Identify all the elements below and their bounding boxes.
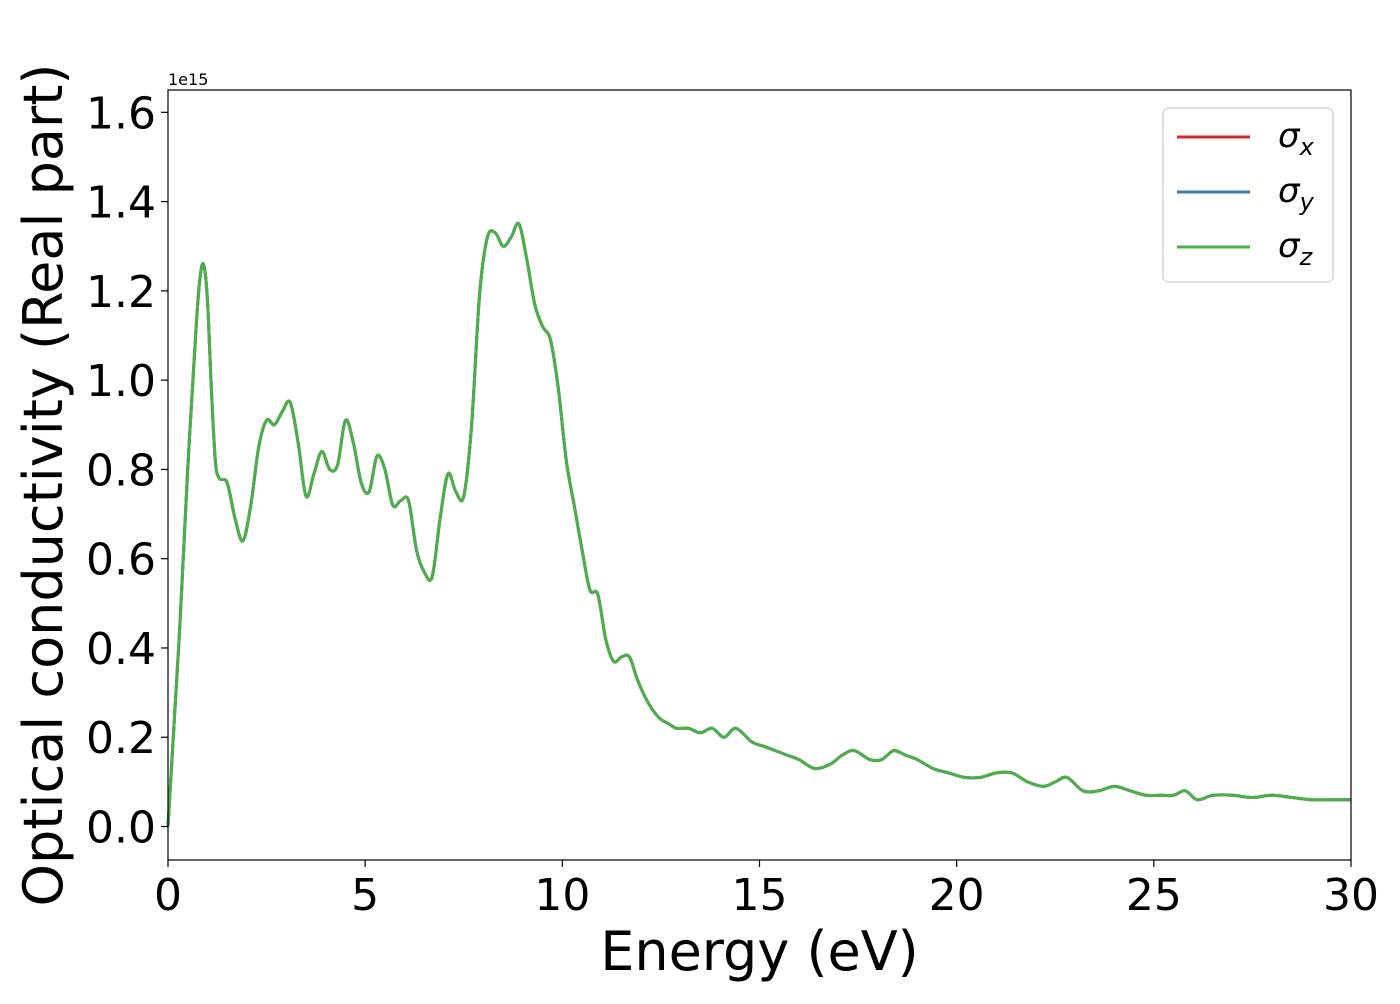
y-tick-label: 0.6 (86, 535, 156, 586)
y-tick-label: 0.4 (86, 624, 156, 675)
x-tick-label: 30 (1323, 870, 1379, 921)
x-tick-label: 5 (351, 870, 379, 921)
y-tick-label: 1.6 (86, 88, 156, 139)
x-tick-label: 15 (732, 870, 788, 921)
ticks-layer: 0 5 10 15 20 25 30 0.0 0.2 0.4 0.6 0.8 1.0 1.2 1.4 1.6 (86, 88, 1379, 921)
y-tick-label: 0.2 (86, 713, 156, 764)
series-line-sigma-z (166, 221, 1351, 827)
x-axis-label: Energy (eV) (600, 920, 919, 983)
x-tick-label: 0 (154, 870, 182, 921)
legend-box (1162, 107, 1334, 283)
legend: σx σy σz (1162, 107, 1334, 283)
legend-label-sigma-x: σx (1278, 116, 1315, 161)
legend-label-sigma-y: σy (1278, 171, 1315, 216)
y-tick-label: 0.0 (86, 803, 156, 854)
y-tick-label: 0.8 (86, 445, 156, 496)
y-axis-label: Optical conductivity (Real part) (12, 64, 75, 907)
y-tick-label: 1.0 (86, 356, 156, 407)
x-tick-label: 20 (929, 870, 985, 921)
y-tick-label: 1.4 (86, 178, 156, 229)
x-tick-label: 10 (534, 870, 590, 921)
y-tick-label: 1.2 (86, 267, 156, 318)
series-layer (166, 221, 1351, 827)
y-offset-label: 1e15 (168, 70, 208, 89)
legend-label-sigma-z: σz (1278, 226, 1314, 271)
x-tick-label: 25 (1126, 870, 1182, 921)
